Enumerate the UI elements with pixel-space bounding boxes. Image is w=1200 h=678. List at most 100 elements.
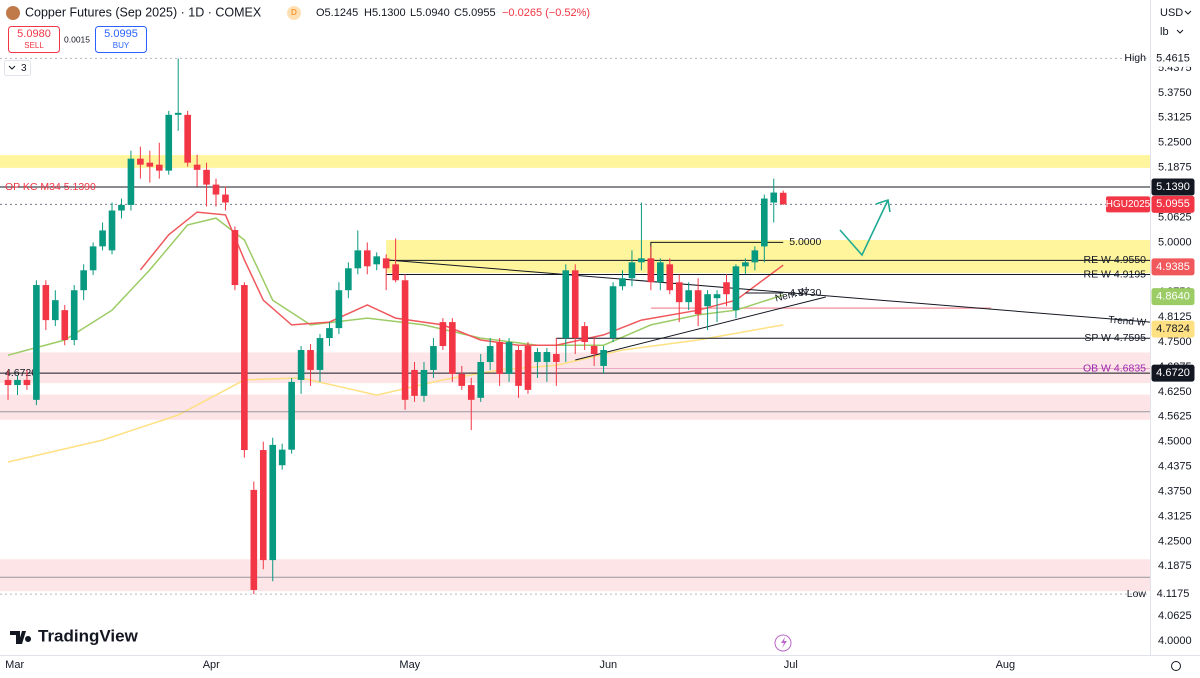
candle-body	[14, 379, 21, 386]
candle-body	[33, 285, 40, 400]
candle-body	[99, 230, 106, 247]
candle-body	[137, 158, 144, 165]
candle-body	[354, 250, 362, 269]
x-tick-label: Jul	[784, 659, 798, 671]
candle-body	[288, 381, 295, 450]
level-note: SP W 4.7595	[1084, 332, 1146, 344]
price-tag	[1151, 49, 1195, 67]
currency[interactable]: USD	[1160, 7, 1183, 19]
candle-body	[439, 322, 447, 347]
unit[interactable]: lb	[1160, 26, 1169, 38]
indicator-toggle[interactable]	[4, 60, 31, 76]
candle-body	[543, 352, 551, 362]
buy-label[interactable]: BUY	[113, 41, 130, 50]
candle-body	[61, 310, 69, 341]
x-tick-label: Mar	[5, 659, 24, 671]
candle-body	[250, 489, 258, 590]
candle-body	[401, 280, 409, 400]
indicator-count[interactable]: 3	[21, 63, 27, 74]
candle-body	[619, 278, 626, 287]
price-zone	[0, 352, 1150, 384]
y-tick-label: 5.3125	[1158, 112, 1192, 124]
candle-body	[316, 338, 324, 370]
ohlc-close: C5.0955	[454, 7, 496, 19]
price-zone	[0, 155, 1150, 168]
candle-body	[373, 256, 381, 265]
level-label: OP KC M34 5.1390	[5, 181, 96, 193]
symbol-icon	[6, 6, 20, 20]
candle-body	[732, 266, 740, 311]
candle-body	[392, 264, 399, 281]
level-label: 4.6720	[5, 367, 37, 379]
candle-body	[496, 342, 503, 374]
y-tick-label: 4.3750	[1158, 485, 1192, 497]
candle-body	[146, 162, 154, 167]
price-tag-label: 5.0955	[1156, 198, 1190, 210]
candle-body	[231, 230, 239, 286]
candle-body	[534, 352, 541, 362]
price-tag-label: 5.4615	[1156, 52, 1190, 64]
candle-body	[278, 449, 286, 466]
candle-body	[382, 258, 390, 269]
candle-body	[477, 361, 485, 398]
price-tag	[1151, 178, 1195, 196]
candle-body	[723, 282, 730, 295]
buy-button[interactable]	[95, 26, 147, 53]
candle-body	[638, 258, 645, 263]
y-tick-label: 4.5625	[1158, 411, 1192, 423]
price-tag-label: 4.7824	[1156, 323, 1190, 335]
chevron-icon[interactable]	[1176, 29, 1184, 34]
candle-body	[524, 346, 532, 390]
level-note: RE W 4.9195	[1084, 268, 1147, 280]
y-tick-label: 5.0625	[1158, 211, 1192, 223]
sell-price[interactable]: 5.0980	[17, 28, 51, 40]
candle-body	[694, 290, 702, 315]
buy-price[interactable]: 5.0995	[104, 28, 138, 40]
price-zone	[0, 559, 1150, 592]
sell-label[interactable]: SELL	[24, 41, 44, 50]
price-tag-label: 4.8640	[1156, 291, 1190, 303]
candle-body	[203, 169, 210, 185]
sell-button[interactable]	[8, 26, 60, 53]
x-tick-label: Apr	[203, 659, 220, 671]
candle-body	[571, 270, 579, 339]
status-badge	[287, 6, 301, 20]
y-tick-label: 5.2500	[1158, 137, 1192, 149]
y-tick-label: 4.8125	[1158, 311, 1192, 323]
candle-body	[70, 290, 78, 341]
candle-body	[430, 346, 437, 370]
candle-body	[657, 262, 664, 283]
candle-body	[713, 294, 721, 299]
candle-body	[174, 112, 182, 115]
candle-body	[42, 285, 50, 321]
symbol-badge	[1106, 196, 1150, 213]
candle-body	[467, 385, 475, 400]
candle-body	[553, 354, 560, 362]
candle-body	[155, 164, 163, 171]
price-tag	[1151, 585, 1195, 603]
level-note: OB W 4.6835	[1083, 362, 1146, 374]
candle-body	[118, 204, 125, 211]
settings-icon[interactable]	[1171, 661, 1181, 671]
symbol-badge-label: HGU2025	[1106, 199, 1151, 210]
candle-body	[742, 262, 749, 267]
y-tick-label: 4.5000	[1158, 436, 1192, 448]
candle-body	[193, 164, 201, 170]
y-tick-label: 4.1875	[1158, 560, 1192, 572]
candle-body	[108, 210, 116, 251]
ohlc-high: H5.1300	[364, 7, 406, 19]
candle-body	[345, 268, 352, 291]
candle-body	[307, 350, 314, 370]
chevron-icon[interactable]	[1184, 10, 1192, 15]
target-label: 4.8730	[789, 287, 821, 299]
candle-body	[600, 350, 607, 366]
moving-average	[139, 211, 784, 346]
candle-body	[212, 184, 220, 195]
candle-body	[505, 342, 513, 374]
candle-body	[241, 285, 248, 451]
y-tick-label: 4.4375	[1158, 461, 1192, 473]
target-label: 5.0000	[789, 236, 821, 248]
chevron-icon[interactable]	[8, 65, 16, 70]
events-icon-bolt[interactable]	[781, 637, 787, 648]
